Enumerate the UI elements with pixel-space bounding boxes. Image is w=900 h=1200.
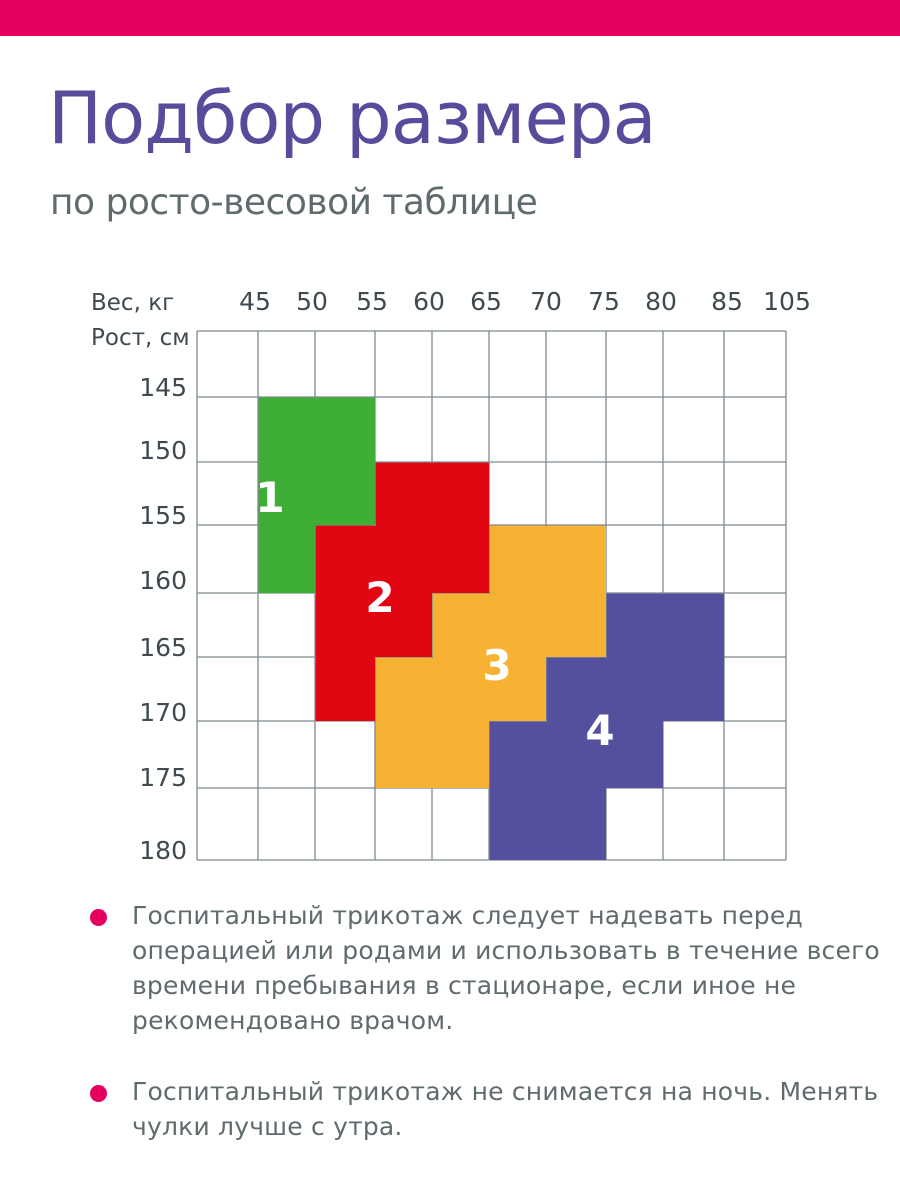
x-tick-label: 70	[530, 287, 562, 316]
note-item: Госпитальный трикотаж не снимается на но…	[90, 1074, 890, 1144]
y-tick-labels: 145 150 155 160 165 170 175 180	[139, 373, 187, 865]
x-axis-label: Вес, кг	[91, 290, 174, 316]
page-subtitle: по росто-весовой таблице	[50, 182, 538, 223]
size-2-fill	[316, 594, 432, 657]
y-tick-label: 165	[139, 633, 187, 662]
size-1-seam	[259, 524, 315, 527]
chart-grid	[196, 330, 787, 861]
size-3-fill	[376, 658, 546, 721]
size-4-seam	[607, 656, 724, 659]
y-tick-label: 160	[139, 566, 187, 595]
x-tick-label: 50	[296, 287, 328, 316]
note-text: Госпитальный трикотаж следует надевать п…	[132, 901, 880, 1035]
size-4-fill	[490, 722, 663, 788]
size-1-fill	[259, 526, 315, 593]
size-3-fill	[490, 526, 606, 593]
size-3-fill	[376, 722, 489, 788]
size-2-fill	[316, 526, 489, 593]
size-2-seam	[316, 592, 432, 595]
y-tick-label: 155	[139, 501, 187, 530]
x-tick-label: 65	[470, 287, 502, 316]
x-tick-label: 55	[356, 287, 388, 316]
x-tick-labels: 45 50 55 60 65 70 75 80 85 105	[239, 287, 811, 316]
bullet-dot-icon	[90, 1085, 107, 1102]
y-tick-label: 170	[139, 698, 187, 727]
notes-list: Госпитальный трикотаж следует надевать п…	[90, 898, 890, 1180]
size-3-fill	[433, 594, 606, 657]
size-4-fill	[547, 658, 724, 721]
size-2-seam	[316, 656, 375, 659]
x-tick-label: 60	[413, 287, 445, 316]
size-4-fill	[607, 594, 724, 657]
top-accent-bar	[0, 0, 900, 36]
size-4-label: 4	[585, 706, 614, 755]
y-tick-label: 175	[139, 763, 187, 792]
y-tick-label: 150	[139, 436, 187, 465]
x-tick-label: 75	[588, 287, 620, 316]
size-2-fill	[316, 658, 375, 721]
size-3-seam	[376, 720, 489, 723]
size-2-label: 2	[365, 573, 394, 622]
bullet-dot-icon	[90, 909, 107, 926]
y-tick-label: 180	[139, 836, 187, 865]
size-labels: 1 2 3 4	[255, 473, 614, 755]
y-tick-label: 145	[139, 373, 187, 402]
size-3-label: 3	[482, 641, 511, 690]
size-4-seam	[490, 787, 606, 790]
x-tick-label: 105	[763, 287, 811, 316]
size-4-fill	[490, 789, 606, 860]
y-axis-label: Рост, см	[91, 325, 190, 351]
x-tick-label: 80	[645, 287, 677, 316]
note-text: Госпитальный трикотаж не снимается на но…	[132, 1077, 879, 1141]
size-3-seam	[433, 656, 546, 659]
size-chart: Вес, кг Рост, см 45 50 55 60 65 70 75 80 85 105 1…	[91, 287, 811, 865]
size-1-fill	[259, 398, 375, 525]
size-3-seam	[490, 592, 606, 595]
x-tick-label: 45	[239, 287, 271, 316]
size-2-fill	[376, 463, 489, 525]
size-2-seam	[376, 524, 489, 527]
size-1-label: 1	[255, 473, 284, 522]
size-4-seam	[547, 720, 663, 723]
x-tick-label: 85	[711, 287, 743, 316]
page-title: Подбор размера	[48, 76, 657, 160]
note-item: Госпитальный трикотаж следует надевать п…	[90, 898, 890, 1038]
